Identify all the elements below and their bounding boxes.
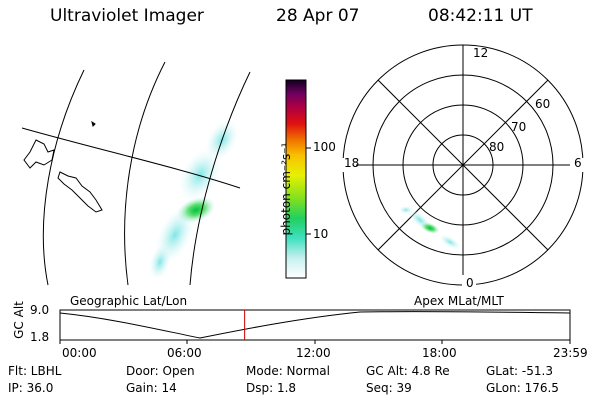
colorbar-tick-100: 100 bbox=[313, 140, 336, 154]
mlt-label-12: 12 bbox=[473, 46, 489, 60]
filter-info: Flt: LBHL bbox=[8, 364, 62, 378]
colorbar-tick-10: 10 bbox=[313, 227, 329, 241]
coastline bbox=[23, 120, 103, 213]
gc-alt-info: GC Alt: 4.8 Re bbox=[366, 364, 450, 378]
door-info: Door: Open bbox=[126, 364, 195, 378]
geographic-caption: Geographic Lat/Lon bbox=[70, 294, 188, 308]
time-tick-0600: 06:00 bbox=[167, 346, 202, 360]
altitude-axis-label: GC Alt bbox=[12, 301, 26, 339]
mlt-label-6: 6 bbox=[574, 156, 582, 170]
dsp-info: Dsp: 1.8 bbox=[246, 381, 297, 395]
observation-time: 08:42:11 UT bbox=[428, 6, 533, 26]
mlt-label-18: 18 bbox=[344, 156, 360, 170]
geographic-grid bbox=[21, 61, 251, 286]
lat-label-60: 60 bbox=[535, 97, 551, 111]
time-tick-2359: 23:59 bbox=[553, 346, 588, 360]
gain-info: Gain: 14 bbox=[126, 381, 177, 395]
apex-caption: Apex MLat/MLT bbox=[414, 294, 504, 308]
observation-date: 28 Apr 07 bbox=[276, 6, 360, 26]
mode-info: Mode: Normal bbox=[246, 364, 330, 378]
time-tick-1200: 12:00 bbox=[296, 346, 331, 360]
glon-info: GLon: 176.5 bbox=[486, 381, 559, 395]
mlt-label-0: 0 bbox=[466, 276, 474, 290]
ip-info: IP: 36.0 bbox=[8, 381, 54, 395]
time-tick-1800: 18:00 bbox=[422, 346, 457, 360]
glat-info: GLat: -51.3 bbox=[486, 364, 553, 378]
altitude-tick-high: 9.0 bbox=[30, 303, 50, 317]
aurora-emission-polar bbox=[399, 206, 461, 250]
seq-info: Seq: 39 bbox=[366, 381, 412, 395]
altitude-tick-low: 1.8 bbox=[30, 330, 50, 344]
time-tick-0000: 00:00 bbox=[62, 346, 97, 360]
instrument-title: Ultraviolet Imager bbox=[50, 6, 204, 26]
lat-label-80: 80 bbox=[489, 140, 505, 154]
lat-label-70: 70 bbox=[511, 120, 527, 134]
